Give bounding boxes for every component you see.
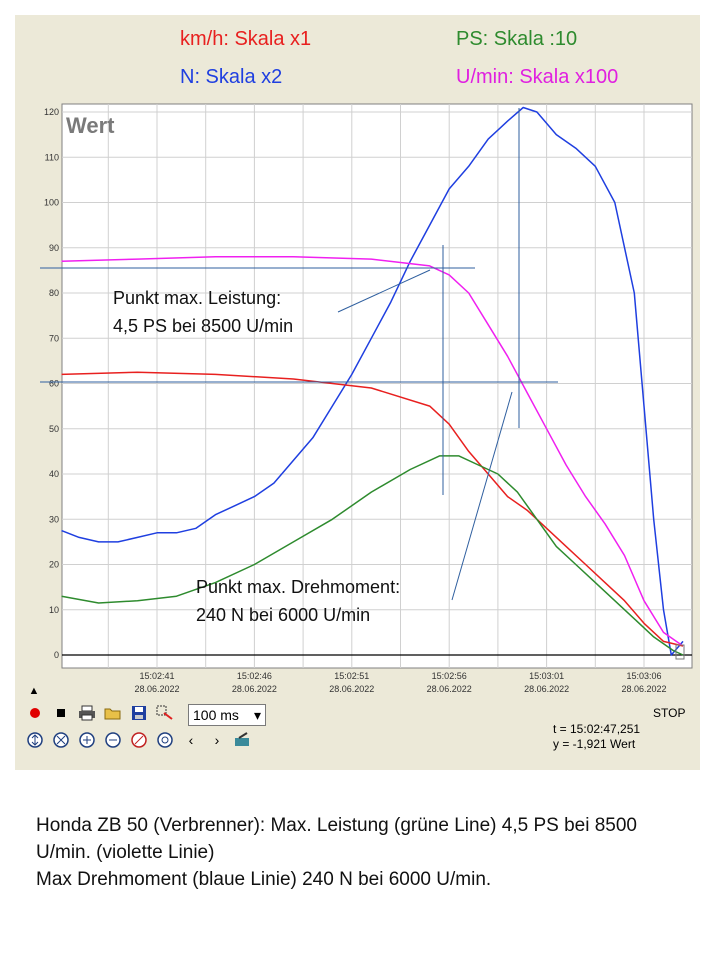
- y-readout: y = -1,921 Wert: [553, 737, 636, 751]
- stop-icon[interactable]: [51, 703, 71, 723]
- x-tick-date: 28.06.2022: [329, 684, 374, 694]
- print-icon[interactable]: [77, 703, 97, 723]
- save-icon[interactable]: [129, 703, 149, 723]
- x-tick-date: 28.06.2022: [232, 684, 277, 694]
- zoom-reset-icon[interactable]: [129, 730, 149, 750]
- y-tick-label: 80: [49, 288, 59, 298]
- x-tick-time: 15:02:41: [139, 671, 174, 681]
- zoom-out-icon[interactable]: [103, 730, 123, 750]
- record-icon[interactable]: [25, 703, 45, 723]
- legend-umin: U/min: Skala x100: [456, 66, 619, 88]
- stop-status: STOP: [653, 706, 686, 720]
- annotation-drehmoment-line2: 240 N bei 6000 U/min: [196, 605, 371, 625]
- zoom-select[interactable]: 100 ms ▾: [188, 704, 266, 726]
- series-line-kmh: [61, 371, 684, 647]
- y-tick-label: 20: [49, 560, 59, 570]
- annotation-max-leistung: Punkt max. Leistung: 4,5 PS bei 8500 U/m…: [113, 284, 293, 340]
- y-tick-label: 10: [49, 605, 59, 615]
- chart-title: Wert: [66, 113, 115, 138]
- series-line-umin: [61, 256, 684, 647]
- line-chart[interactable]: 0 10 20 30 40 50 60 70 80 90 100 110 120 15:02:41 28.0…: [0, 0, 720, 700]
- legend-n: N: Skala x2: [180, 66, 283, 88]
- legend-kmh: km/h: Skala x1: [180, 28, 312, 50]
- y-tick-label: 110: [45, 152, 59, 162]
- open-folder-icon[interactable]: [103, 703, 123, 723]
- chevron-down-icon: ▾: [253, 706, 261, 723]
- cursor-tool-icon[interactable]: [233, 730, 253, 750]
- annotation-leistung-line1: Punkt max. Leistung:: [113, 288, 282, 308]
- annotation-leistung-line2: 4,5 PS bei 8500 U/min: [113, 316, 294, 336]
- zoom-select-value: 100 ms: [193, 707, 239, 723]
- y-tick-label: 50: [49, 424, 59, 434]
- x-tick-time: 15:02:56: [432, 671, 467, 681]
- x-tick-time: 15:03:06: [626, 671, 661, 681]
- x-tick-date: 28.06.2022: [427, 684, 472, 694]
- y-tick-label: 40: [49, 469, 59, 479]
- zoom-fit-icon[interactable]: [155, 730, 175, 750]
- t-readout: t = 15:02:47,251: [553, 722, 641, 736]
- y-tick-label: 30: [49, 514, 59, 524]
- x-tick-time: 15:03:01: [529, 671, 564, 681]
- export-icon[interactable]: [155, 703, 175, 723]
- legend-ps: PS: Skala :10: [456, 28, 578, 50]
- scroll-left-icon[interactable]: ‹: [188, 732, 194, 748]
- toolbar-top: [25, 703, 175, 723]
- x-tick-date: 28.06.2022: [621, 684, 666, 694]
- y-tick-label: 90: [49, 243, 59, 253]
- series-line-n: [61, 106, 684, 656]
- x-tick-time: 15:02:51: [334, 671, 369, 681]
- zoom-x-icon[interactable]: [51, 730, 71, 750]
- caption: Honda ZB 50 (Verbrenner): Max. Leistung …: [36, 812, 696, 893]
- annotation-arrow-drehmoment: [451, 391, 513, 601]
- x-tick-time: 15:02:46: [237, 671, 272, 681]
- annotation-max-drehmoment: Punkt max. Drehmoment: 240 N bei 6000 U/…: [196, 573, 400, 629]
- zoom-y-icon[interactable]: [25, 730, 45, 750]
- caption-line1: Honda ZB 50 (Verbrenner): Max. Leistung …: [36, 815, 637, 863]
- toolbar-bottom: ‹ ›: [25, 730, 253, 750]
- zoom-in-icon[interactable]: [77, 730, 97, 750]
- x-tick-date: 28.06.2022: [134, 684, 179, 694]
- y-tick-label: 120: [44, 107, 59, 117]
- y-tick-label: 100: [44, 198, 59, 208]
- annotation-arrow-leistung: [337, 269, 431, 313]
- scroll-right-icon[interactable]: ›: [214, 732, 220, 748]
- series-line-ps: [61, 455, 684, 656]
- cursor-marker[interactable]: [675, 644, 685, 660]
- x-tick-date: 28.06.2022: [524, 684, 569, 694]
- caption-line2: Max Drehmoment (blaue Linie) 240 N bei 6…: [36, 869, 492, 890]
- y-tick-label: 0: [54, 650, 59, 660]
- y-tick-label: 60: [49, 379, 59, 389]
- y-tick-label: 70: [49, 333, 59, 343]
- annotation-drehmoment-line1: Punkt max. Drehmoment:: [196, 577, 401, 597]
- arrow-up-icon[interactable]: ▲: [28, 685, 40, 697]
